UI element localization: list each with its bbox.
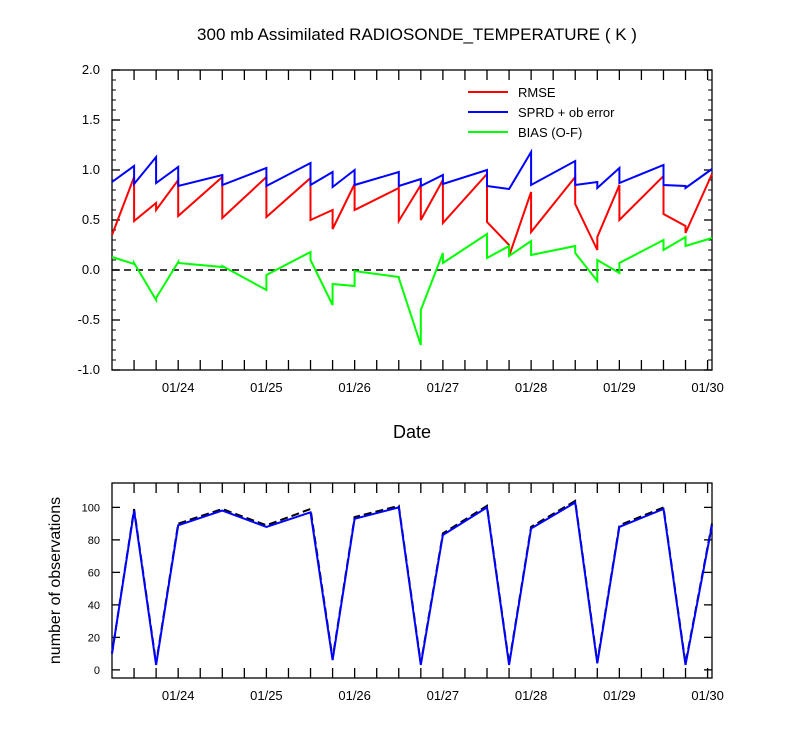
x-tick-label: 01/28 [515, 380, 548, 395]
series-line-sprd-ob-error [111, 148, 713, 191]
y-axis-label: number of observations [47, 497, 64, 664]
series-line-bias-o-f [111, 232, 713, 346]
y-axis: 0 20 40 60 80 100 [82, 502, 712, 677]
y-tick-label: -1.0 [78, 362, 100, 377]
legend-label: RMSE [518, 85, 556, 100]
x-tick-label: 01/25 [250, 688, 283, 703]
x-axis: 01/24 01/25 01/26 01/27 01/28 01/29 01/30 [133, 483, 724, 703]
y-tick-label: 100 [82, 502, 100, 514]
plot-frame [111, 482, 713, 679]
x-tick-label: 01/30 [691, 688, 724, 703]
legend-label: BIAS (O-F) [518, 125, 582, 140]
y-tick-label: 0.5 [82, 212, 100, 227]
plot-frame [111, 69, 713, 371]
chart-title: 300 mb Assimilated RADIOSONDE_TEMPERATUR… [197, 25, 637, 44]
x-tick-label: 01/26 [338, 688, 371, 703]
x-tick-label: 01/29 [603, 688, 636, 703]
y-tick-label: 80 [88, 535, 100, 547]
y-tick-label: 0 [94, 665, 100, 677]
x-tick-label: 01/26 [338, 380, 371, 395]
x-tick-label: 01/27 [427, 380, 460, 395]
series-group [111, 499, 713, 666]
y-tick-label: 1.5 [82, 112, 100, 127]
y-tick-label: 40 [88, 600, 100, 612]
x-axis: 01/24 01/25 01/26 01/27 01/28 01/29 01/30 [133, 70, 724, 395]
series-group [111, 148, 713, 346]
x-tick-label: 01/27 [427, 688, 460, 703]
x-tick-label: 01/28 [515, 688, 548, 703]
x-tick-label: 01/24 [162, 688, 195, 703]
y-tick-label: 2.0 [82, 62, 100, 77]
top-panel: 01/24 01/25 01/26 01/27 01/28 01/29 01/30-1.0-… [78, 25, 724, 442]
y-axis: -1.0 -0.5 0.0 0.5 1.0 1.5 2.0 [78, 62, 712, 377]
x-tick-label: 01/24 [162, 380, 195, 395]
x-tick-label: 01/25 [250, 380, 283, 395]
series-line-rmse [111, 171, 713, 257]
legend-label: SPRD + ob error [518, 105, 615, 120]
x-tick-label: 01/29 [603, 380, 636, 395]
y-tick-label: -0.5 [78, 312, 100, 327]
y-tick-label: 20 [88, 632, 100, 644]
y-tick-label: 60 [88, 567, 100, 579]
x-tick-label: 01/30 [691, 380, 724, 395]
y-tick-label: 1.0 [82, 162, 100, 177]
series-line-observations-used [111, 500, 713, 666]
y-tick-label: 0.0 [82, 262, 100, 277]
legend: RMSE SPRD + ob error BIAS (O-F) [468, 85, 615, 140]
bottom-panel: 01/24 01/25 01/26 01/27 01/28 01/29 01/30 0 20 40… [47, 482, 724, 703]
x-axis-label: Date [393, 422, 431, 442]
